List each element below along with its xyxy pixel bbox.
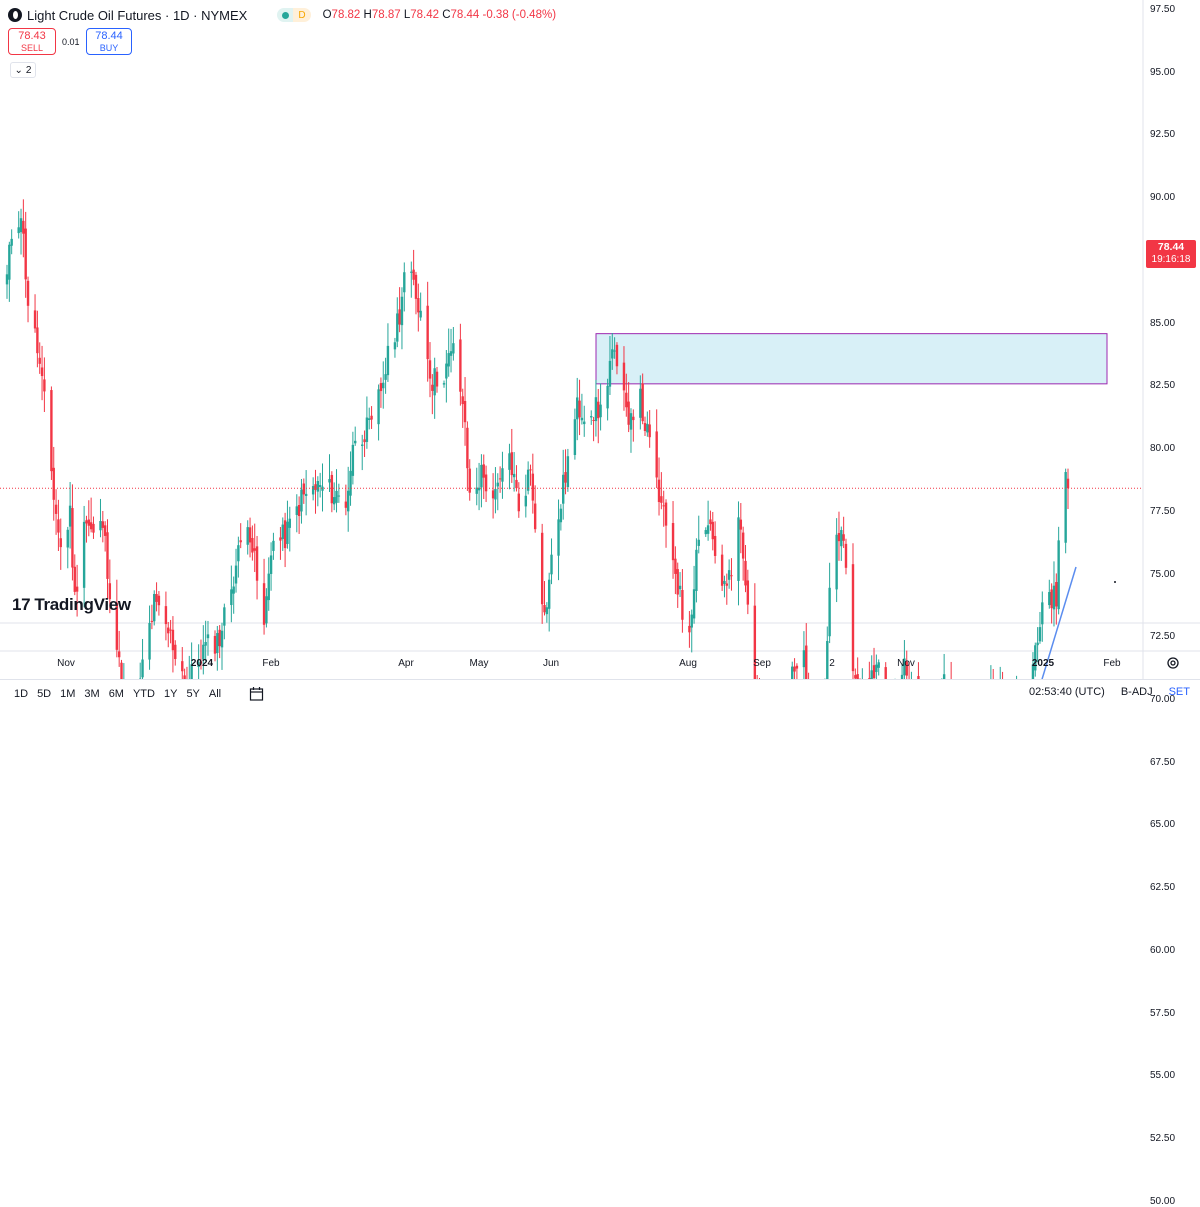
spread-value: 0.01: [62, 37, 80, 47]
sell-button[interactable]: 78.43 SELL: [8, 28, 56, 55]
price-tick-label: 55.00: [1150, 1070, 1175, 1081]
candle: [50, 386, 52, 480]
open-label: O: [323, 9, 332, 21]
indicators-count: 2: [26, 65, 32, 76]
time-tick-label: 2024: [191, 658, 213, 669]
candle: [153, 590, 155, 625]
price-tick-label: 92.50: [1150, 129, 1175, 140]
price-tick-label: 97.50: [1150, 4, 1175, 15]
time-tick-label: May: [470, 658, 489, 669]
time-tick-label: Sep: [753, 658, 771, 669]
price-tick-label: 57.50: [1150, 1008, 1175, 1019]
time-tick-label: Jun: [543, 658, 559, 669]
time-tick-label: Feb: [262, 658, 279, 669]
price-tick-label: 77.50: [1150, 506, 1175, 517]
symbol-title[interactable]: Light Crude Oil Futures · 1D · NYMEX: [27, 8, 247, 23]
price-tick-label: 65.00: [1150, 819, 1175, 830]
time-tick-label: Nov: [897, 658, 915, 669]
buy-button[interactable]: 78.44 BUY: [86, 28, 132, 55]
last-price-tag: 78.44 19:16:18: [1146, 240, 1196, 268]
high-value: 78.87: [372, 9, 401, 21]
price-tick-label: 52.50: [1150, 1133, 1175, 1144]
time-tick-label: Nov: [57, 658, 75, 669]
tradingview-logo[interactable]: 17 TradingView: [12, 595, 131, 615]
gear-icon[interactable]: [1166, 656, 1180, 670]
price-tick-label: 82.50: [1150, 380, 1175, 391]
adjustment-toggle[interactable]: B-ADJ: [1121, 686, 1153, 698]
range-button-ytd[interactable]: YTD: [133, 688, 155, 700]
delayed-badge: D: [293, 8, 310, 22]
price-tick-label: 60.00: [1150, 945, 1175, 956]
sell-price: 78.43: [9, 30, 55, 43]
change-value: -0.38 (-0.48%): [483, 9, 557, 21]
chevron-down-icon: ⌄: [15, 65, 23, 76]
candle: [1064, 469, 1066, 554]
price-tick-label: 50.00: [1150, 1196, 1175, 1207]
price-chart[interactable]: [0, 0, 1200, 679]
price-tick-label: 95.00: [1150, 67, 1175, 78]
low-value: 78.42: [410, 9, 439, 21]
range-button-5y[interactable]: 5Y: [186, 688, 199, 700]
range-button-3m[interactable]: 3M: [84, 688, 99, 700]
buy-label: BUY: [87, 43, 131, 54]
open-value: 78.82: [332, 9, 361, 21]
range-button-5d[interactable]: 5D: [37, 688, 51, 700]
candle: [120, 660, 122, 679]
indicators-toggle[interactable]: ⌄ 2: [10, 62, 36, 78]
price-tick-label: 90.00: [1150, 192, 1175, 203]
time-tick-label: 2: [829, 658, 835, 669]
time-tick-label: Aug: [679, 658, 697, 669]
bottom-right-controls: 02:53:40 (UTC) B-ADJ SET: [1029, 686, 1190, 698]
ohlc-values: O78.82 H78.87 L78.42 C78.44 -0.38 (-0.48…: [323, 9, 556, 21]
price-tick-label: 80.00: [1150, 443, 1175, 454]
symbol-logo-icon: [8, 8, 22, 22]
range-button-6m[interactable]: 6M: [109, 688, 124, 700]
close-label: C: [442, 9, 450, 21]
high-label: H: [364, 9, 372, 21]
price-tick-label: 85.00: [1150, 318, 1175, 329]
brand-name: TradingView: [34, 595, 131, 615]
close-value: 78.44: [451, 9, 480, 21]
range-button-1d[interactable]: 1D: [14, 688, 28, 700]
bar-countdown: 19:16:18: [1146, 254, 1196, 266]
utc-clock[interactable]: 02:53:40 (UTC): [1029, 686, 1105, 698]
buy-price: 78.44: [87, 30, 131, 43]
price-tick-label: 72.50: [1150, 631, 1175, 642]
price-tick-label: 75.00: [1150, 569, 1175, 580]
price-tick-label: 62.50: [1150, 882, 1175, 893]
range-button-all[interactable]: All: [209, 688, 221, 700]
time-tick-label: 2025: [1032, 658, 1054, 669]
market-status[interactable]: D: [277, 8, 310, 22]
symbol-legend: Light Crude Oil Futures · 1D · NYMEX D O…: [8, 5, 556, 25]
last-price-value: 78.44: [1146, 241, 1196, 254]
sell-label: SELL: [9, 43, 55, 54]
time-tick-label: Feb: [1103, 658, 1120, 669]
drawing-dot: [1114, 581, 1116, 583]
range-button-1y[interactable]: 1Y: [164, 688, 177, 700]
settlement-toggle[interactable]: SET: [1169, 686, 1190, 698]
time-tick-label: Apr: [398, 658, 414, 669]
price-tick-label: 67.50: [1150, 757, 1175, 768]
resistance-zone[interactable]: [596, 334, 1107, 384]
tradingview-mark-icon: 17: [12, 595, 30, 615]
range-button-1m[interactable]: 1M: [60, 688, 75, 700]
market-open-icon: [277, 8, 293, 22]
range-selector: 1D 5D 1M 3M 6M YTD 1Y 5Y All: [0, 688, 221, 700]
calendar-icon[interactable]: [249, 686, 265, 702]
bottom-toolbar: 1D 5D 1M 3M 6M YTD 1Y 5Y All 02:53:40 (UTC) B-AD…: [0, 679, 1200, 707]
